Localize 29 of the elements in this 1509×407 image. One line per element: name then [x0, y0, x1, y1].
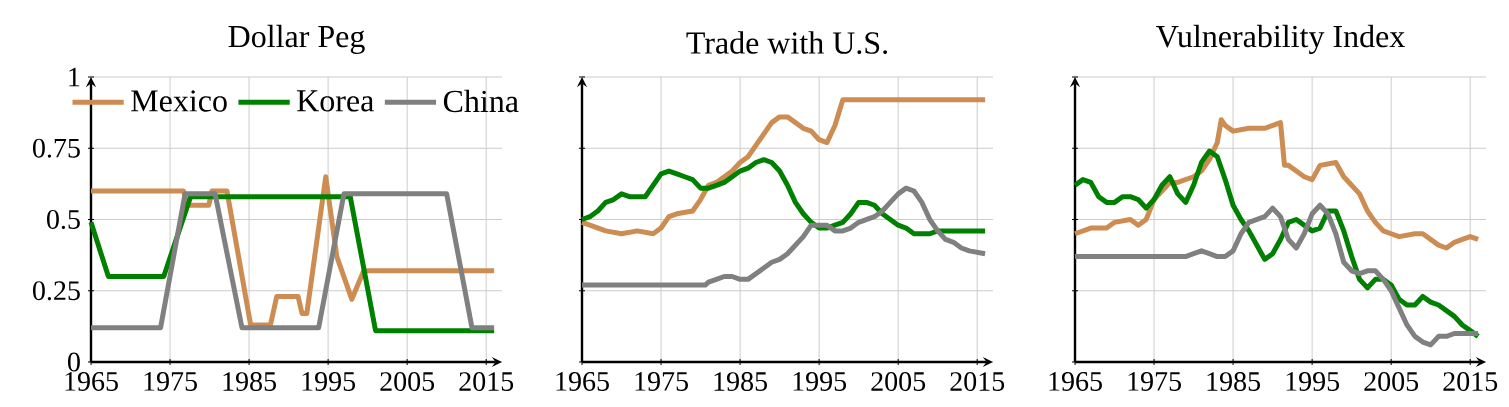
x-tick-label: 1965 — [65, 372, 118, 391]
chart-title: Trade with U.S. — [686, 31, 888, 54]
y-tick-label: 0 — [68, 352, 80, 372]
x-tick-label: 1995 — [793, 372, 847, 391]
x-tick-label: 2015 — [459, 372, 514, 391]
x-tick-label: 1975 — [635, 372, 688, 391]
y-tick-label: 0.25 — [33, 281, 80, 301]
x-tick-label: 2015 — [1443, 372, 1498, 391]
legend-label: Korea — [297, 90, 374, 112]
x-tick-label: 1995 — [302, 372, 356, 391]
x-tick-label: 2005 — [380, 372, 435, 391]
x-tick-label: 1975 — [144, 372, 197, 391]
x-tick-label: 1985 — [223, 372, 276, 391]
chart-title: Dollar Peg — [228, 24, 365, 54]
x-tick-label: 1985 — [1207, 372, 1261, 391]
legend-label: Mexico — [131, 90, 227, 112]
chart-title: Vulnerability Index — [1156, 24, 1405, 54]
x-tick-label: 1995 — [1286, 372, 1340, 391]
x-tick-label: 1985 — [714, 372, 768, 391]
x-tick-label: 2005 — [1364, 372, 1419, 391]
x-tick-label: 1975 — [1128, 372, 1181, 391]
x-tick-label: 2015 — [950, 372, 1005, 391]
x-tick-label: 1965 — [1049, 372, 1102, 391]
x-tick-label: 2005 — [871, 372, 926, 391]
legend-label: China — [443, 89, 519, 113]
y-tick-label: 0.5 — [47, 209, 80, 230]
x-tick-label: 1965 — [556, 372, 609, 391]
y-tick-label: 1 — [69, 67, 80, 87]
y-tick-label: 0.75 — [33, 138, 80, 158]
